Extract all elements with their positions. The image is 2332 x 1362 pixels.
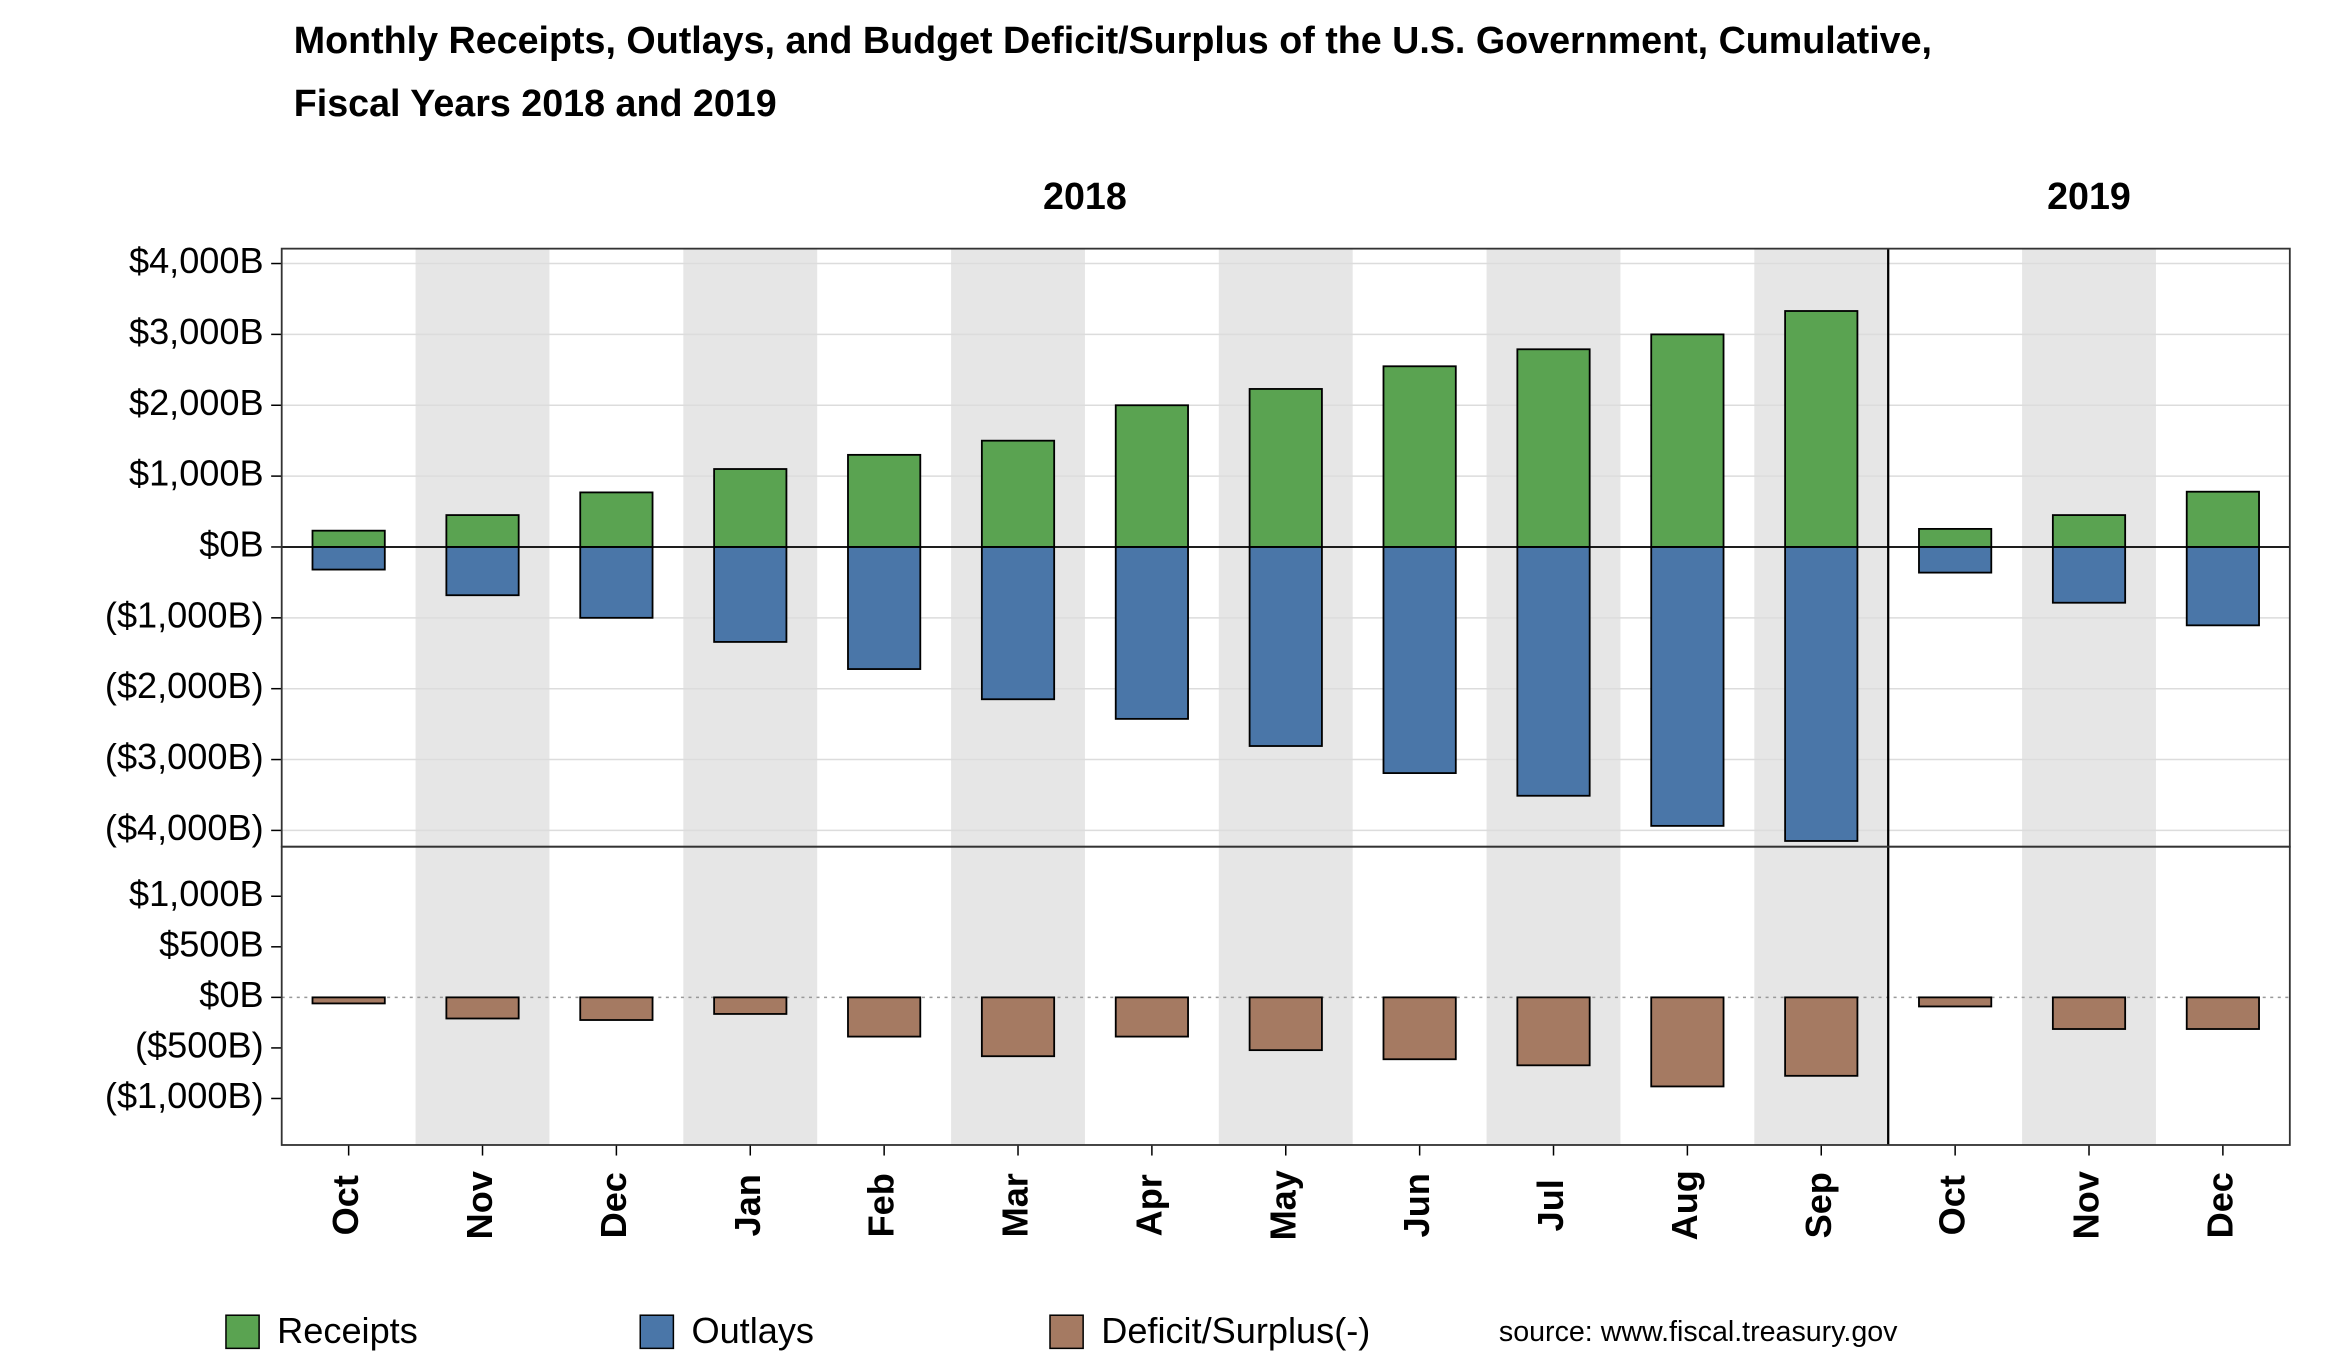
x-tick-label: Dec: [2199, 1172, 2240, 1238]
legend-swatch: [1049, 1314, 1084, 1350]
group-label: 2019: [2047, 175, 2131, 217]
x-tick-label: Jun: [1396, 1173, 1437, 1237]
bar: [1114, 546, 1189, 720]
group-label: 2018: [1043, 175, 1127, 217]
bar: [847, 453, 922, 548]
bar: [445, 996, 520, 1020]
bar: [1382, 546, 1457, 774]
bar: [980, 996, 1056, 1058]
x-tick-label: Oct: [1932, 1175, 1973, 1235]
y-tick-label: ($3,000B): [105, 736, 264, 777]
column-band: [2022, 248, 2156, 1145]
bar: [1918, 527, 1993, 548]
legend-label: Deficit/Surplus(-): [1101, 1310, 1370, 1351]
y-tick-label: $1,000B: [129, 453, 264, 494]
bar: [579, 996, 654, 1021]
y-tick-label: $4,000B: [129, 240, 264, 281]
y-tick-label: $3,000B: [129, 311, 264, 352]
bar: [1650, 546, 1725, 827]
y-tick-label: $500B: [159, 923, 264, 964]
bar: [1650, 996, 1725, 1088]
column-band: [415, 248, 550, 1145]
bar: [1516, 996, 1591, 1067]
legend-label: Receipts: [277, 1310, 418, 1351]
x-tick-label: Apr: [1128, 1174, 1169, 1236]
x-tick-label: Jan: [727, 1174, 768, 1236]
bar: [1784, 996, 1859, 1077]
bar: [1516, 546, 1591, 797]
x-tick-label: Dec: [593, 1172, 634, 1238]
bar: [579, 546, 654, 619]
bar: [980, 546, 1056, 701]
bar: [445, 514, 520, 548]
bar: [1784, 546, 1859, 842]
legend-label: Outlays: [691, 1310, 814, 1351]
y-tick-label: $0B: [199, 524, 263, 565]
bar: [2185, 490, 2260, 548]
x-tick-label: May: [1262, 1170, 1303, 1240]
legend-swatch: [225, 1314, 260, 1350]
legend-swatch: [639, 1314, 675, 1350]
bar: [847, 996, 922, 1038]
y-tick-label: ($4,000B): [105, 807, 264, 848]
x-tick-label: Aug: [1664, 1170, 1705, 1240]
x-tick-label: Nov: [2066, 1171, 2107, 1239]
x-tick-label: Nov: [459, 1171, 500, 1239]
bar: [311, 546, 386, 571]
y-tick-label: ($1,000B): [105, 594, 264, 635]
x-tick-label: Jul: [1530, 1179, 1571, 1231]
bar: [1382, 996, 1457, 1061]
bar: [1248, 996, 1323, 1052]
bar-layer: [311, 310, 2260, 1088]
bar: [1248, 388, 1323, 548]
y-tick-label: ($500B): [135, 1024, 264, 1065]
bar: [1248, 546, 1323, 747]
x-tick-label: Feb: [861, 1173, 902, 1237]
bar: [311, 996, 386, 1005]
y-tick-label: $0B: [199, 974, 263, 1015]
x-tick-label: Oct: [325, 1175, 366, 1235]
bar: [2185, 546, 2260, 627]
bar: [1918, 996, 1993, 1008]
source-note: source: www.fiscal.treasury.gov: [1499, 1316, 1898, 1348]
bar: [311, 529, 386, 548]
bar: [1650, 333, 1725, 548]
bar: [2051, 996, 2127, 1030]
y-tick-label: $1,000B: [129, 873, 264, 914]
bar: [847, 546, 922, 670]
bar: [579, 491, 654, 548]
bar: [2051, 546, 2127, 604]
bar: [445, 546, 520, 597]
bar: [2185, 996, 2260, 1030]
y-tick-label: ($2,000B): [105, 665, 264, 706]
bar: [713, 546, 788, 643]
bar: [1516, 348, 1591, 548]
x-tick-label: Mar: [995, 1173, 1036, 1237]
bar: [1114, 996, 1189, 1038]
column-band: [683, 248, 818, 1145]
bar: [1918, 546, 1993, 574]
bar: [713, 468, 788, 548]
bar: [980, 439, 1056, 548]
chart-title: Fiscal Years 2018 and 2019: [294, 82, 777, 124]
bar: [1784, 310, 1859, 548]
bar: [713, 996, 788, 1015]
y-tick-label: ($1,000B): [105, 1075, 264, 1116]
chart-title: Monthly Receipts, Outlays, and Budget De…: [294, 19, 1932, 61]
x-tick-label: Sep: [1798, 1172, 1839, 1238]
bar: [1114, 404, 1189, 548]
y-tick-label: $2,000B: [129, 382, 264, 423]
plot-frame: [280, 845, 2291, 1146]
bar: [1382, 365, 1457, 548]
bar: [2051, 514, 2127, 548]
